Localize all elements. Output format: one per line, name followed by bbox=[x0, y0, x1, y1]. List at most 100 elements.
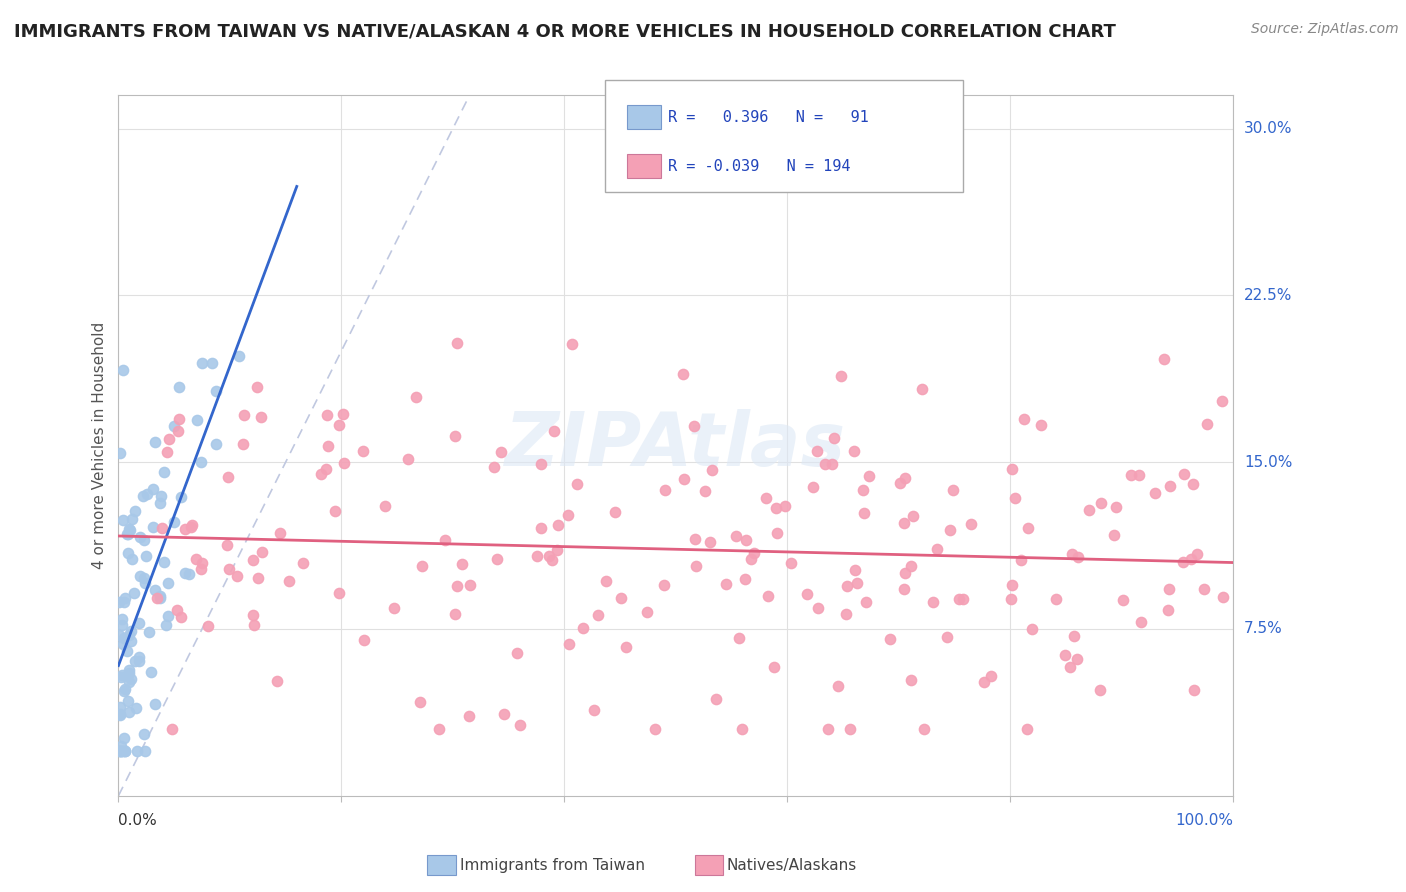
Point bbox=[763, 660, 786, 674]
Point bbox=[174, 566, 197, 580]
Point bbox=[156, 608, 179, 623]
Point bbox=[111, 637, 134, 651]
Point bbox=[1159, 479, 1181, 493]
Point bbox=[765, 500, 787, 515]
Text: 7.5%: 7.5% bbox=[1244, 622, 1282, 637]
Point bbox=[734, 572, 756, 586]
Point bbox=[565, 477, 588, 491]
Point bbox=[852, 483, 875, 497]
Point bbox=[603, 505, 626, 519]
Y-axis label: 4 or more Vehicles in Household: 4 or more Vehicles in Household bbox=[93, 322, 107, 569]
Point bbox=[108, 699, 131, 714]
Point bbox=[242, 607, 264, 622]
Point bbox=[117, 546, 139, 560]
Point bbox=[143, 434, 166, 449]
Point bbox=[1173, 555, 1195, 569]
Point bbox=[557, 508, 579, 522]
Point bbox=[766, 526, 789, 541]
Point bbox=[122, 586, 145, 600]
Point bbox=[1078, 503, 1101, 517]
Point bbox=[838, 722, 860, 736]
Point bbox=[128, 653, 150, 667]
Point bbox=[110, 446, 132, 460]
Point bbox=[1102, 528, 1125, 542]
Point bbox=[110, 744, 132, 758]
Point bbox=[118, 522, 141, 536]
Point bbox=[755, 491, 778, 506]
Point bbox=[1054, 648, 1077, 662]
Point bbox=[942, 483, 965, 497]
Point bbox=[683, 418, 706, 433]
Point bbox=[893, 582, 915, 597]
Point bbox=[1112, 593, 1135, 607]
Point bbox=[215, 538, 238, 552]
Point bbox=[558, 636, 581, 650]
Point bbox=[190, 562, 212, 576]
Text: R = -0.039   N = 194: R = -0.039 N = 194 bbox=[668, 160, 851, 174]
Point bbox=[163, 418, 186, 433]
Point bbox=[409, 695, 432, 709]
Point bbox=[184, 551, 207, 566]
Point bbox=[1059, 660, 1081, 674]
Point bbox=[582, 703, 605, 717]
Point bbox=[1128, 468, 1150, 483]
Point bbox=[112, 594, 135, 608]
Point bbox=[925, 542, 948, 557]
Point bbox=[1066, 651, 1088, 665]
Point bbox=[427, 722, 450, 736]
Point bbox=[543, 425, 565, 439]
Point bbox=[143, 582, 166, 597]
Point bbox=[894, 471, 917, 485]
Point bbox=[127, 744, 149, 758]
Point bbox=[837, 579, 859, 593]
Point bbox=[1017, 521, 1039, 535]
Point bbox=[108, 744, 131, 758]
Point bbox=[328, 417, 350, 432]
Point bbox=[506, 646, 529, 660]
Text: 15.0%: 15.0% bbox=[1244, 455, 1292, 470]
Point bbox=[120, 673, 142, 687]
Point bbox=[316, 439, 339, 453]
Point bbox=[693, 483, 716, 498]
Point bbox=[893, 516, 915, 530]
Point bbox=[672, 367, 695, 381]
Point bbox=[157, 432, 180, 446]
Point bbox=[217, 469, 239, 483]
Point bbox=[734, 533, 756, 547]
Point bbox=[444, 607, 467, 621]
Point bbox=[110, 670, 132, 684]
Point bbox=[173, 522, 195, 536]
Text: R =   0.396   N =   91: R = 0.396 N = 91 bbox=[668, 111, 869, 125]
Point bbox=[243, 617, 266, 632]
Point bbox=[190, 455, 212, 469]
Point bbox=[124, 504, 146, 518]
Point bbox=[114, 591, 136, 605]
Point bbox=[509, 718, 531, 732]
Point bbox=[132, 571, 155, 585]
Point bbox=[1157, 603, 1180, 617]
Point bbox=[1157, 582, 1180, 596]
Point bbox=[1067, 549, 1090, 564]
Point bbox=[128, 650, 150, 665]
Point bbox=[115, 643, 138, 657]
Point bbox=[731, 722, 754, 736]
Text: Source: ZipAtlas.com: Source: ZipAtlas.com bbox=[1251, 22, 1399, 37]
Point bbox=[129, 530, 152, 544]
Point bbox=[911, 382, 934, 396]
Point bbox=[450, 558, 472, 572]
Point bbox=[150, 490, 173, 504]
Point bbox=[332, 456, 354, 470]
Point bbox=[530, 520, 553, 534]
Point bbox=[179, 567, 201, 582]
Point bbox=[935, 630, 957, 644]
Point bbox=[801, 480, 824, 494]
Point bbox=[817, 722, 839, 736]
Point bbox=[673, 472, 696, 486]
Point bbox=[1001, 578, 1024, 592]
Point bbox=[114, 744, 136, 758]
Point bbox=[111, 513, 134, 527]
Point bbox=[1173, 467, 1195, 482]
Point bbox=[117, 527, 139, 541]
Point bbox=[654, 483, 676, 497]
Point bbox=[796, 587, 818, 601]
